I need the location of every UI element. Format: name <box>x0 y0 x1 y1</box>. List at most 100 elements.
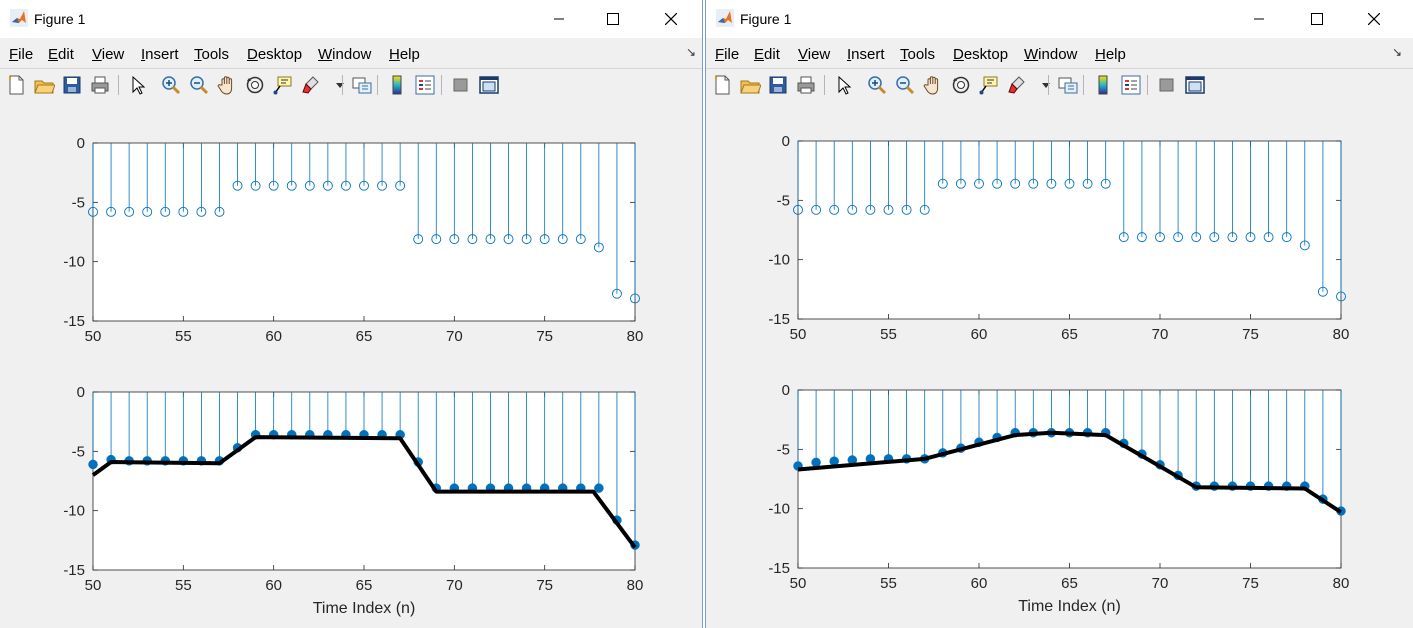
save-icon[interactable] <box>61 74 83 96</box>
legend-icon[interactable] <box>1120 74 1142 96</box>
brush-icon[interactable] <box>1006 74 1028 96</box>
menu-insert[interactable]: Insert <box>847 46 885 63</box>
stem-marker <box>847 204 858 215</box>
menu-help[interactable]: Help <box>1095 46 1126 63</box>
menu-view[interactable]: View <box>92 46 125 63</box>
show-plot-tools-icon[interactable] <box>1184 74 1206 96</box>
stem-marker <box>88 206 98 217</box>
data-cursor-icon[interactable] <box>272 74 294 96</box>
select-pointer-icon[interactable] <box>833 74 855 96</box>
stem-marker <box>521 234 532 245</box>
close-icon <box>665 13 677 25</box>
stem-marker <box>829 204 840 215</box>
open-file-icon[interactable] <box>739 74 761 96</box>
stem-marker <box>901 204 912 215</box>
x-tick-label: 75 <box>1242 326 1259 343</box>
menu-bar: File Edit View Insert Tools Desktop Wind… <box>0 38 702 68</box>
menu-bar: File Edit View Insert Tools Desktop Wind… <box>706 38 1413 68</box>
y-tick-label: 0 <box>782 382 790 399</box>
axes-top[interactable]: 50 55 60 65 70 75 80 0 -5 -10 -15 <box>768 133 1349 343</box>
stem-marker <box>160 206 171 217</box>
menu-edit[interactable]: Edit <box>754 46 780 63</box>
x-tick-label: 80 <box>627 328 644 345</box>
zoom-out-icon[interactable] <box>894 74 916 96</box>
zoom-in-icon[interactable] <box>160 74 182 96</box>
brush-dropdown-icon[interactable] <box>1032 74 1054 96</box>
menu-help[interactable]: Help <box>389 46 420 63</box>
stem-marker <box>124 206 135 217</box>
menu-insert[interactable]: Insert <box>141 46 179 63</box>
stem-marker <box>88 459 98 470</box>
menu-file[interactable]: File <box>9 46 34 63</box>
axes-top[interactable]: 50 55 60 65 70 75 80 0 -5 -10 -15 <box>63 135 643 345</box>
dock-figure-icon[interactable]: ↘ <box>686 45 697 59</box>
toolbar-separator <box>118 75 119 95</box>
brush-icon[interactable] <box>300 74 322 96</box>
close-button[interactable] <box>1351 0 1397 38</box>
maximize-button[interactable] <box>1294 0 1340 38</box>
menu-tools[interactable]: Tools <box>900 46 936 63</box>
x-tick-label: 75 <box>536 577 553 594</box>
stem-marker <box>1263 232 1274 243</box>
hide-plot-tools-icon[interactable] <box>450 74 472 96</box>
menu-edit[interactable]: Edit <box>48 46 74 63</box>
link-plot-icon[interactable] <box>1057 74 1079 96</box>
x-tick-label: 50 <box>85 328 102 345</box>
minimize-button[interactable] <box>536 0 582 38</box>
brush-dropdown-icon[interactable] <box>326 74 348 96</box>
x-tick-label: 60 <box>971 575 988 592</box>
zoom-in-icon[interactable] <box>866 74 888 96</box>
zoom-out-icon[interactable] <box>188 74 210 96</box>
x-tick-label: 55 <box>880 575 897 592</box>
rotate-3d-icon[interactable] <box>950 74 972 96</box>
select-pointer-icon[interactable] <box>127 74 149 96</box>
title-bar[interactable]: Figure 1 <box>706 0 1413 38</box>
toolbar-separator <box>342 75 343 95</box>
link-plot-icon[interactable] <box>351 74 373 96</box>
y-tick-label: 0 <box>782 133 790 150</box>
menu-window[interactable]: Window <box>318 46 372 63</box>
dock-figure-icon[interactable]: ↘ <box>1392 45 1403 59</box>
y-tick-label: -10 <box>63 503 85 520</box>
hide-plot-tools-icon[interactable] <box>1156 74 1178 96</box>
show-plot-tools-icon[interactable] <box>478 74 500 96</box>
x-tick-label: 65 <box>356 328 373 345</box>
axes-bottom[interactable]: 50 55 60 65 70 75 80 0 -5 -10 -15 Time Index (n) <box>768 382 1349 615</box>
save-icon[interactable] <box>767 74 789 96</box>
data-cursor-icon[interactable] <box>978 74 1000 96</box>
print-icon[interactable] <box>89 74 111 96</box>
menu-file[interactable]: File <box>715 46 740 63</box>
y-tick-label: -10 <box>768 501 790 518</box>
new-figure-icon[interactable] <box>711 74 733 96</box>
x-tick-label: 70 <box>1152 575 1169 592</box>
open-file-icon[interactable] <box>33 74 55 96</box>
toolbar-separator <box>377 75 378 95</box>
menu-window[interactable]: Window <box>1024 46 1078 63</box>
menu-view[interactable]: View <box>798 46 831 63</box>
maximize-button[interactable] <box>590 0 636 38</box>
colorbar-icon[interactable] <box>1092 74 1114 96</box>
new-figure-icon[interactable] <box>5 74 27 96</box>
legend-icon[interactable] <box>414 74 436 96</box>
stem-marker <box>1281 232 1292 243</box>
toolbar-separator <box>1048 75 1049 95</box>
axes-bottom[interactable]: 50 55 60 65 70 75 80 0 -5 -10 -15 Time Index (n) <box>63 384 643 617</box>
x-tick-label: 55 <box>880 326 897 343</box>
close-button[interactable] <box>648 0 694 38</box>
pan-hand-icon[interactable] <box>216 74 238 96</box>
menu-desktop[interactable]: Desktop <box>247 46 303 63</box>
stem-marker <box>974 178 984 189</box>
stem-marker <box>811 457 821 468</box>
colorbar-icon[interactable] <box>386 74 408 96</box>
stem-marker <box>322 180 333 191</box>
minimize-button[interactable] <box>1236 0 1282 38</box>
pan-hand-icon[interactable] <box>922 74 944 96</box>
stem-marker <box>992 178 1003 189</box>
stem-marker <box>304 180 315 191</box>
x-tick-label: 70 <box>446 328 463 345</box>
menu-tools[interactable]: Tools <box>194 46 230 63</box>
print-icon[interactable] <box>795 74 817 96</box>
menu-desktop[interactable]: Desktop <box>953 46 1009 63</box>
title-bar[interactable]: Figure 1 <box>0 0 702 38</box>
rotate-3d-icon[interactable] <box>244 74 266 96</box>
